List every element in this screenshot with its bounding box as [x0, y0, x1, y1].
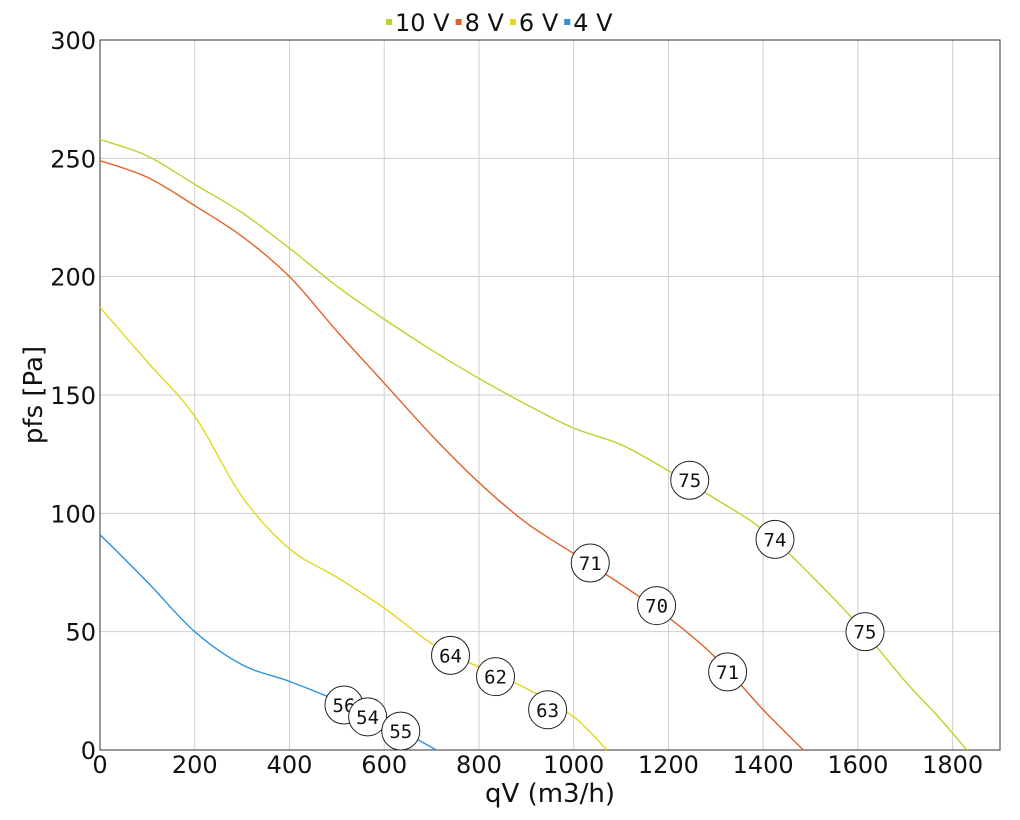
plot-area-frame	[99, 39, 1001, 751]
x-tick-label: 600	[361, 751, 407, 779]
legend-swatch	[509, 19, 516, 25]
noise-level-bubble: 75	[845, 612, 885, 652]
y-tick-label: 300	[50, 27, 96, 55]
bubble-label: 71	[716, 662, 739, 684]
bubble-circle	[431, 635, 471, 675]
legend-swatch	[455, 19, 462, 25]
bubble-circle	[755, 519, 795, 559]
y-tick-label: 50	[65, 619, 96, 647]
bubble-circle	[528, 690, 568, 730]
legend-entry-1: 8 V	[455, 9, 505, 37]
legend: 10 V 8 V 6 V 4 V	[386, 9, 613, 37]
bubble-circle	[708, 652, 748, 692]
legend-entry-2: 6 V	[509, 9, 559, 37]
bubble-circle	[381, 711, 421, 751]
noise-level-bubble: 75	[670, 460, 710, 500]
y-tick-label: 200	[50, 264, 96, 292]
bubble-circle	[348, 697, 388, 737]
noise-level-bubble: 70	[637, 586, 677, 626]
bubble-label: 54	[356, 707, 379, 729]
noise-level-bubble: 63	[528, 690, 568, 730]
x-tick-label: 400	[267, 751, 313, 779]
legend-entry-0: 10 V	[386, 9, 450, 37]
y-axis-title: pfs [Pa]	[19, 346, 49, 444]
legend-entry-3: 4 V	[564, 9, 613, 37]
x-axis-title: qV (m3/h)	[485, 779, 615, 809]
legend-label: 10 V	[395, 9, 450, 37]
series-line-1	[99, 160, 804, 751]
noise-level-bubble: 55	[381, 711, 421, 751]
x-tick-label: 1400	[733, 751, 794, 779]
x-tick-label: 0	[92, 751, 107, 779]
legend-label: 4 V	[573, 9, 613, 37]
y-tick-label: 100	[50, 500, 96, 528]
x-tick-label: 200	[172, 751, 218, 779]
legend-swatch	[564, 19, 571, 25]
legend-label: 8 V	[465, 9, 505, 37]
bubble-circle	[476, 657, 516, 697]
noise-level-bubble: 71	[708, 652, 748, 692]
y-tick-label: 0	[81, 737, 96, 765]
bubble-label: 63	[536, 700, 559, 722]
y-tick-label: 150	[50, 382, 96, 410]
bubble-circle	[570, 543, 610, 583]
bubble-label: 75	[854, 622, 877, 644]
bubble-label: 55	[389, 721, 412, 743]
legend-swatch	[386, 19, 392, 25]
x-tick-label: 1000	[543, 751, 604, 779]
bubble-label: 75	[678, 470, 701, 492]
noise-level-bubble: 71	[570, 543, 610, 583]
bubble-label: 70	[645, 596, 668, 618]
bubble-circle	[845, 612, 885, 652]
x-tick-label: 1800	[922, 751, 983, 779]
bubble-label: 74	[764, 529, 787, 551]
x-tick-label: 1200	[638, 751, 699, 779]
noise-level-bubble: 64	[431, 635, 471, 675]
bubble-label: 64	[439, 645, 462, 667]
tick-labels: 0 200 400 600 800 1000 1200 1400 1600 1800 0 50 100 1…	[50, 27, 983, 779]
noise-level-bubble: 62	[476, 657, 516, 697]
series-line-2	[99, 306, 608, 751]
bubble-label: 62	[484, 667, 507, 689]
noise-level-bubble: 74	[755, 519, 795, 559]
legend-label: 6 V	[519, 9, 559, 37]
x-tick-label: 1600	[827, 751, 888, 779]
bubble-circle	[637, 586, 677, 626]
noise-level-bubble: 54	[348, 697, 388, 737]
y-tick-label: 250	[50, 145, 96, 173]
bubble-label: 71	[579, 553, 602, 575]
series-layer	[99, 138, 968, 751]
x-tick-label: 800	[456, 751, 502, 779]
bubble-circle	[670, 460, 710, 500]
